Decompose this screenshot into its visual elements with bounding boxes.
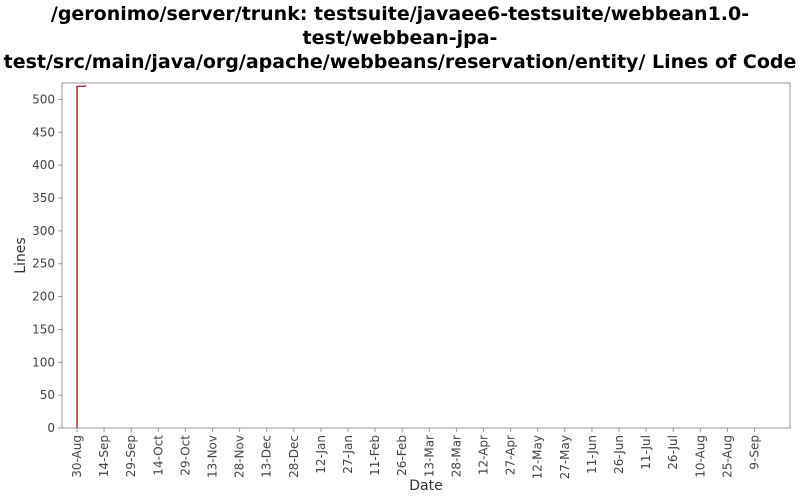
y-tick-label: 300	[32, 224, 55, 238]
y-tick-label: 50	[40, 388, 55, 402]
y-tick-label: 0	[47, 421, 55, 435]
chart-title-line-3: test/src/main/java/org/apache/webbeans/r…	[3, 51, 797, 73]
plot-area	[61, 82, 791, 429]
plot-border	[61, 82, 791, 429]
series-layer	[76, 85, 87, 428]
x-tick-label: 28-Dec	[287, 435, 301, 478]
chart-title-line-1: /geronimo/server/trunk: testsuite/javaee…	[50, 3, 750, 25]
x-tick-label: 30-Aug	[70, 435, 84, 478]
x-tick-label: 9-Sep	[748, 435, 762, 470]
x-axis-ticks: 30-Aug 14-Sep 29-Sep 14-Oct 29-Oct 13-Nov 28-N…	[70, 428, 762, 479]
x-tick-label: 26-Feb	[395, 435, 409, 476]
x-tick-label: 13-Mar	[422, 435, 436, 477]
x-tick-label: 27-Jan	[341, 435, 355, 474]
y-axis-label: Lines	[13, 237, 29, 273]
x-tick-label: 29-Oct	[178, 435, 192, 476]
x-tick-label: 12-May	[531, 435, 545, 479]
series-line-0	[76, 85, 87, 428]
x-tick-label: 12-Apr	[477, 435, 491, 475]
x-tick-label: 12-Jan	[314, 435, 328, 474]
y-tick-label: 250	[32, 257, 55, 271]
y-tick-label: 200	[32, 290, 55, 304]
x-tick-label: 26-Jul	[666, 435, 680, 470]
x-tick-label: 13-Dec	[260, 435, 274, 478]
x-tick-label: 28-Nov	[233, 435, 247, 478]
x-tick-label: 27-Apr	[504, 435, 518, 475]
x-tick-label: 11-Jun	[585, 435, 599, 474]
y-axis-ticks: 0 50 100 150 200 250 300 350 400 450 500	[32, 92, 62, 435]
x-tick-label: 28-Mar	[449, 435, 463, 477]
y-tick-label: 450	[32, 125, 55, 139]
x-tick-label: 10-Aug	[693, 435, 707, 478]
y-tick-label: 500	[32, 92, 55, 106]
x-tick-label: 13-Nov	[206, 435, 220, 478]
y-tick-label: 150	[32, 322, 55, 336]
x-tick-label: 14-Sep	[97, 435, 111, 477]
x-axis-label: Date	[409, 478, 442, 494]
chart-title-line-2: test/webbean-jpa-	[302, 27, 498, 49]
x-tick-label: 14-Oct	[151, 435, 165, 476]
y-tick-label: 400	[32, 158, 55, 172]
x-tick-label: 29-Sep	[124, 435, 138, 477]
x-tick-label: 26-Jun	[612, 435, 626, 474]
chart-title: /geronimo/server/trunk: testsuite/javaee…	[0, 2, 800, 74]
x-tick-label: 25-Aug	[720, 435, 734, 478]
x-tick-label: 27-May	[558, 435, 572, 479]
x-tick-label: 11-Feb	[368, 435, 382, 476]
x-tick-label: 11-Jul	[639, 435, 653, 470]
y-tick-label: 100	[32, 355, 55, 369]
y-tick-label: 350	[32, 191, 55, 205]
